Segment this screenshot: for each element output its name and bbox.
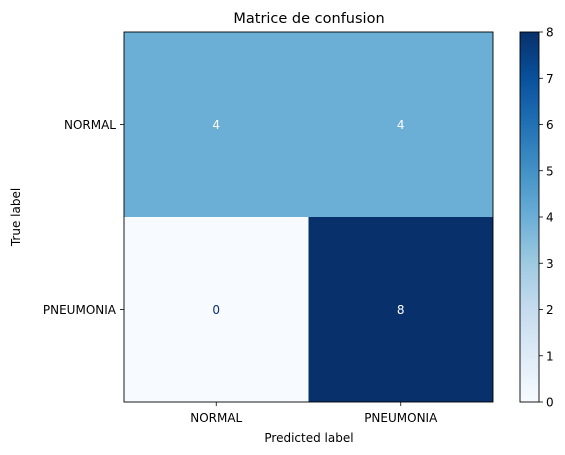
colorbar-tick-label: 3 (546, 257, 554, 271)
colorbar-tick-label: 1 (546, 349, 554, 363)
plot-frame (123, 31, 494, 403)
heatmap-cell (124, 32, 309, 217)
heatmap-cell (124, 217, 309, 402)
cell-value-label: 4 (212, 118, 220, 132)
colorbar-tick-label: 5 (546, 164, 554, 178)
heatmap-cells: 4 4 0 8 (124, 32, 493, 402)
colorbar-tick-label: 4 (546, 211, 554, 225)
colorbar-tick-label: 7 (546, 72, 554, 86)
cell-value-label: 0 (212, 303, 220, 317)
y-tick-label: NORMAL (64, 118, 116, 132)
colorbar-tick-label: 2 (546, 303, 554, 317)
cell-value-label: 8 (397, 303, 405, 317)
axis-ticks: NORMAL PNEUMONIA NORMAL PNEUMONIA (43, 118, 438, 425)
colorbar-ticks: 0 1 2 3 4 5 6 7 8 (539, 26, 554, 410)
colorbar (519, 31, 540, 403)
x-axis-label: Predicted label (264, 431, 353, 445)
x-tick-label: PNEUMONIA (364, 411, 438, 425)
y-axis-label: True label (9, 188, 23, 247)
heatmap-cell (308, 32, 493, 217)
chart-title: Matrice de confusion (233, 11, 384, 27)
colorbar-tick-label: 8 (546, 26, 554, 40)
colorbar-tick-label: 0 (546, 396, 554, 410)
cell-value-label: 4 (397, 118, 405, 132)
heatmap-cell (308, 217, 493, 402)
colorbar-tick-label: 6 (546, 118, 554, 132)
y-tick-label: PNEUMONIA (43, 303, 117, 317)
x-tick-label: NORMAL (190, 411, 242, 425)
